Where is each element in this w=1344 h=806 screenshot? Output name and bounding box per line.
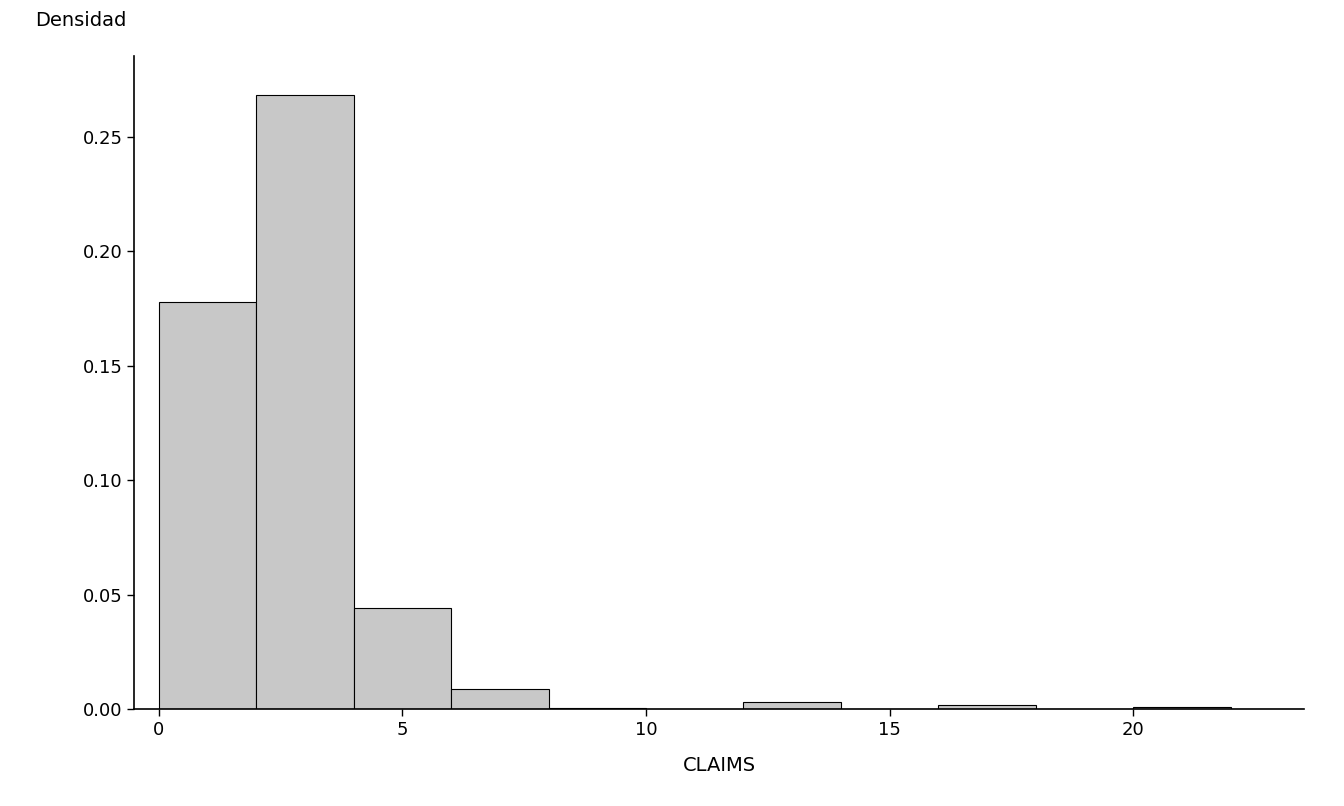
- Bar: [159, 301, 257, 709]
- Bar: [257, 95, 353, 709]
- Bar: [743, 702, 841, 709]
- Bar: [548, 708, 646, 709]
- Bar: [452, 688, 548, 709]
- Text: Densidad: Densidad: [35, 11, 126, 31]
- X-axis label: CLAIMS: CLAIMS: [683, 756, 755, 775]
- Bar: [938, 704, 1036, 709]
- Bar: [1133, 707, 1231, 709]
- Bar: [353, 609, 452, 709]
